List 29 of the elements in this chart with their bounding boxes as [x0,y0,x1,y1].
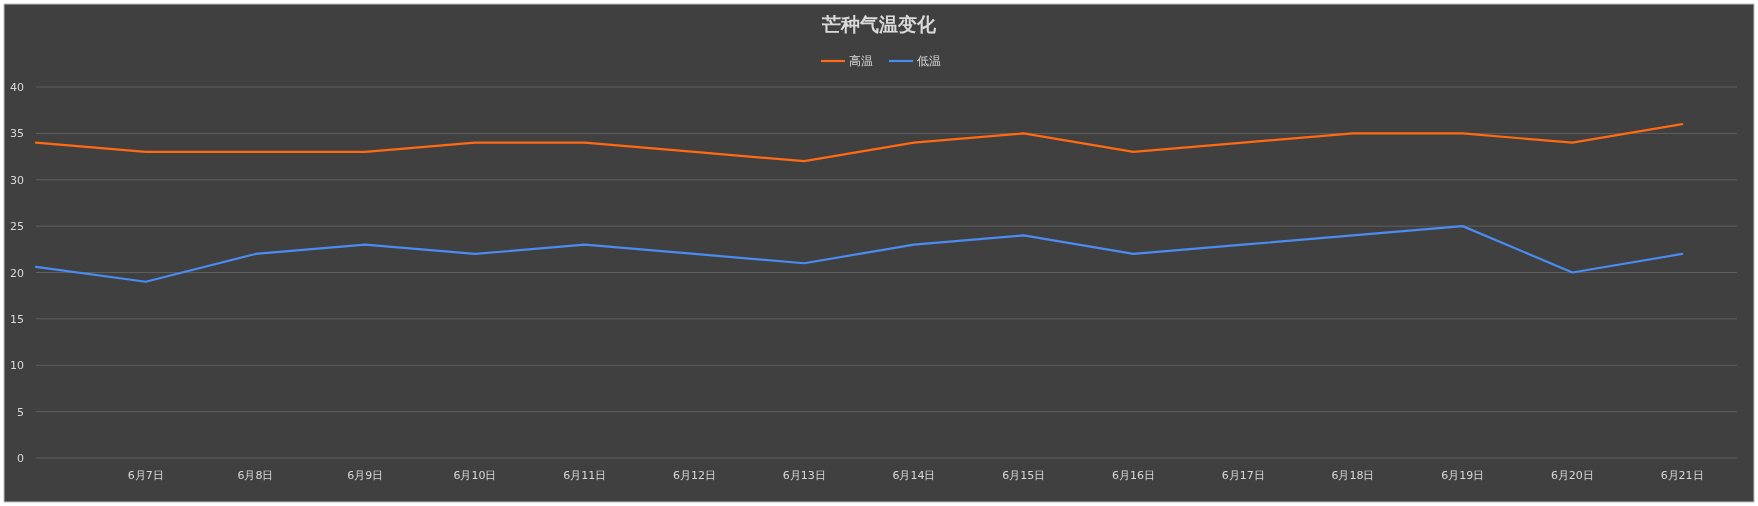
y-tick-label: 0 [17,452,24,465]
x-tick-label: 6月8日 [237,469,274,482]
x-tick-label: 6月11日 [563,469,607,482]
y-tick-label: 30 [10,173,24,187]
y-tick-label: 35 [10,127,24,141]
x-tick-label: 6月19日 [1441,469,1485,482]
y-tick-label: 20 [10,266,24,280]
x-tick-label: 6月10日 [453,469,497,482]
x-tick-label: 6月20日 [1550,469,1594,482]
chart-title: 芒种气温变化 [821,13,937,35]
x-tick-label: 6月16日 [1111,469,1155,482]
y-tick-label: 25 [10,220,24,234]
y-tick-label: 40 [10,81,24,94]
x-tick-label: 6月13日 [782,469,826,482]
legend-label: 低温 [917,54,941,68]
legend-label: 高温 [849,54,873,68]
x-tick-label: 6月18日 [1331,469,1375,482]
y-tick-label: 5 [17,405,24,419]
x-tick-label: 6月15日 [1002,469,1046,482]
x-tick-label: 6月9日 [347,469,384,482]
line-series [34,123,1684,163]
x-tick-label: 6月12日 [672,469,716,482]
x-tick-label: 6月14日 [892,469,936,482]
x-tick-label: 6月21日 [1660,469,1704,482]
x-tick-label: 6月17日 [1221,469,1265,482]
line-series [34,225,1684,283]
y-tick-label: 15 [10,312,24,326]
x-tick-label: 6月7日 [127,469,164,482]
y-tick-label: 10 [10,359,24,373]
